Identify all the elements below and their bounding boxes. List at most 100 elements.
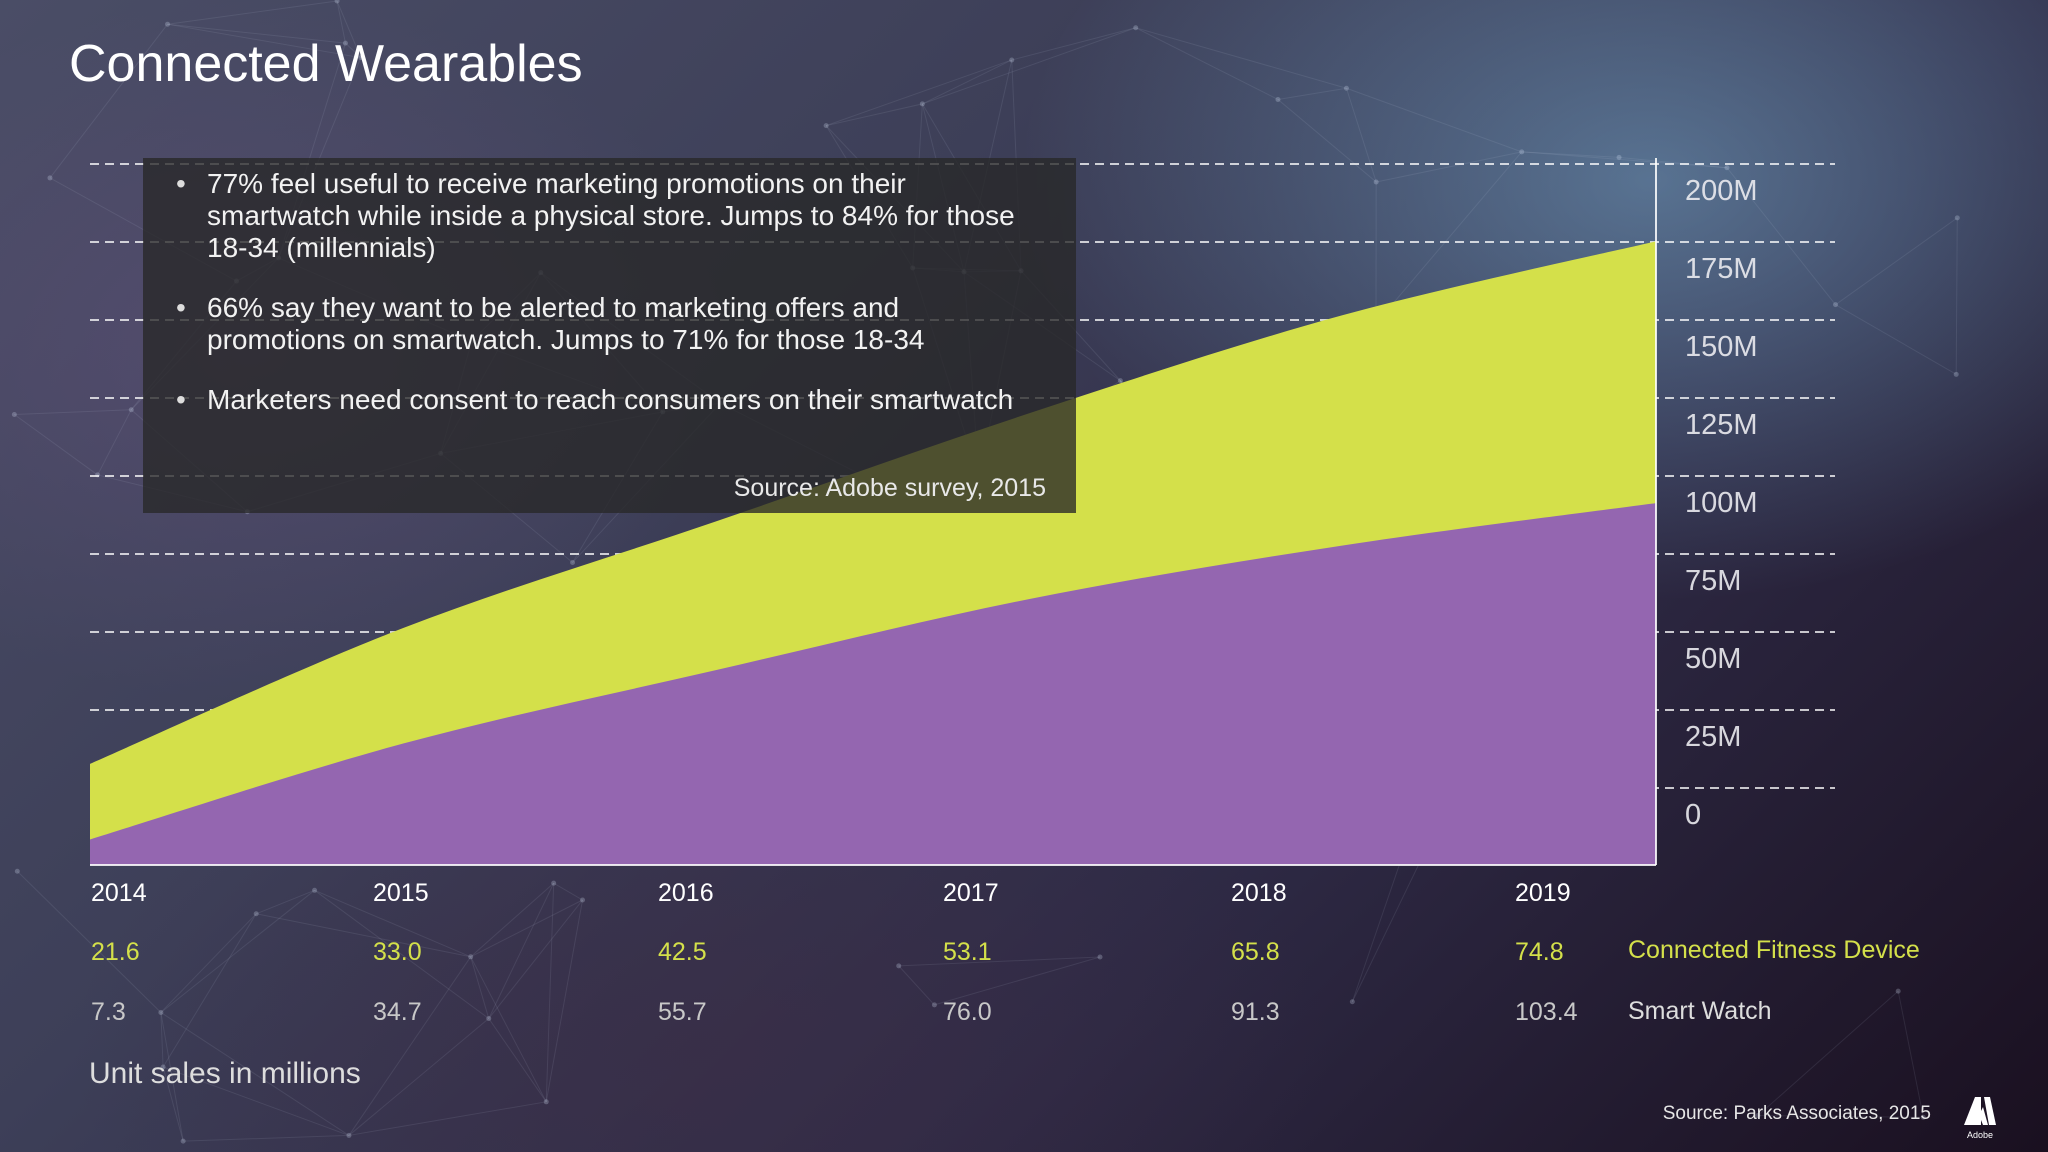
y-tick-label: 0 — [1685, 799, 1701, 831]
network-node — [1349, 999, 1355, 1005]
network-node — [1097, 954, 1103, 960]
y-tick-labels: 0 25M 50M 75M 100M 125M 150M 175M 200M — [1685, 175, 1758, 831]
network-line — [470, 899, 583, 958]
network-node — [823, 123, 829, 129]
network-line — [934, 956, 1101, 1006]
network-node — [1373, 179, 1379, 185]
network-line — [162, 1066, 350, 1136]
network-node — [543, 1099, 549, 1105]
network-line — [553, 882, 583, 901]
network-line — [345, 42, 362, 59]
network-node — [253, 911, 259, 917]
bullet-item: 77% feel useful to receive marketing pro… — [173, 168, 1033, 264]
fitness-value: 65.8 — [1231, 938, 1280, 966]
y-tick-label: 125M — [1685, 409, 1758, 441]
network-line — [16, 870, 162, 1013]
network-node — [1343, 85, 1349, 91]
network-line — [167, 23, 361, 59]
network-node — [486, 1016, 492, 1022]
network-line — [348, 1018, 490, 1136]
network-line — [545, 899, 584, 1102]
network-line — [898, 956, 1101, 967]
network-line — [1521, 151, 1620, 158]
y-tick-label: 75M — [1685, 565, 1741, 597]
smartwatch-value: 7.3 — [91, 998, 126, 1026]
bullet-item: Marketers need consent to reach consumer… — [173, 384, 1033, 416]
adobe-logo: Adobe — [1964, 1097, 1996, 1140]
network-line — [470, 956, 547, 1103]
bullet-list: 77% feel useful to receive marketing pro… — [173, 168, 1033, 444]
network-line — [1345, 88, 1377, 183]
footer-source: Source: Parks Associates, 2015 — [1662, 1103, 1931, 1124]
network-node — [334, 0, 340, 4]
network-line — [256, 889, 315, 915]
year-label: 2018 — [1231, 879, 1287, 907]
network-line — [336, 0, 346, 44]
network-line — [1375, 151, 1523, 324]
network-line — [1726, 167, 1836, 305]
slide-title: Connected Wearables — [69, 35, 583, 93]
network-line — [1135, 27, 1347, 89]
network-node — [1833, 302, 1839, 308]
network-line — [545, 883, 555, 1102]
network-line — [1955, 217, 1958, 375]
network-line — [470, 882, 555, 958]
network-line — [167, 23, 346, 44]
network-line — [49, 23, 168, 179]
network-node — [896, 963, 902, 969]
survey-source: Source: Adobe survey, 2015 — [733, 474, 1046, 502]
year-label: 2019 — [1515, 879, 1571, 907]
network-node — [342, 40, 348, 46]
network-line — [1835, 217, 1958, 306]
network-line — [14, 414, 98, 476]
smartwatch-value: 103.4 — [1515, 998, 1578, 1026]
network-node — [1133, 25, 1139, 31]
network-node — [1117, 378, 1123, 384]
smartwatch-value: 55.7 — [658, 998, 707, 1026]
adobe-logo-text: Adobe — [1967, 1130, 1993, 1140]
network-line — [470, 956, 490, 1019]
network-node — [1755, 1113, 1761, 1119]
network-line — [160, 1012, 184, 1142]
network-line — [1835, 304, 1957, 375]
year-label: 2014 — [91, 879, 147, 907]
smartwatch-value: 76.0 — [943, 998, 992, 1026]
network-node — [1895, 988, 1901, 994]
network-node — [580, 897, 586, 903]
bullet-item: 66% say they want to be alerted to marke… — [173, 292, 1033, 356]
network-node — [1953, 371, 1959, 377]
fitness-value: 33.0 — [373, 938, 422, 966]
y-tick-label: 150M — [1685, 331, 1758, 363]
network-node — [931, 1002, 937, 1008]
smartwatch-value: 91.3 — [1231, 998, 1280, 1026]
network-node — [312, 887, 318, 893]
network-node — [1954, 215, 1960, 221]
network-line — [1346, 87, 1522, 153]
legend-smart-watch: Smart Watch — [1628, 997, 1772, 1025]
network-line — [1619, 156, 1727, 169]
survey-info-box: 77% feel useful to receive marketing pro… — [143, 158, 1076, 513]
network-line — [825, 59, 1012, 127]
fitness-value: 53.1 — [943, 938, 992, 966]
network-node — [346, 1132, 352, 1138]
network-line — [167, 0, 338, 25]
network-line — [922, 27, 1136, 105]
network-line — [1277, 99, 1377, 183]
network-node — [14, 868, 20, 874]
network-line — [826, 103, 923, 127]
network-node — [11, 411, 17, 417]
network-line — [1376, 151, 1522, 183]
network-line — [160, 889, 315, 1013]
network-line — [314, 889, 471, 958]
network-node — [158, 1009, 164, 1015]
network-node — [919, 101, 925, 107]
year-label: 2016 — [658, 879, 714, 907]
network-node — [468, 954, 474, 960]
network-line — [1757, 990, 1899, 1116]
network-line — [1277, 87, 1347, 100]
network-node — [1616, 154, 1622, 160]
network-line — [162, 1066, 184, 1142]
network-line — [1011, 27, 1136, 61]
network-node — [160, 1064, 166, 1070]
